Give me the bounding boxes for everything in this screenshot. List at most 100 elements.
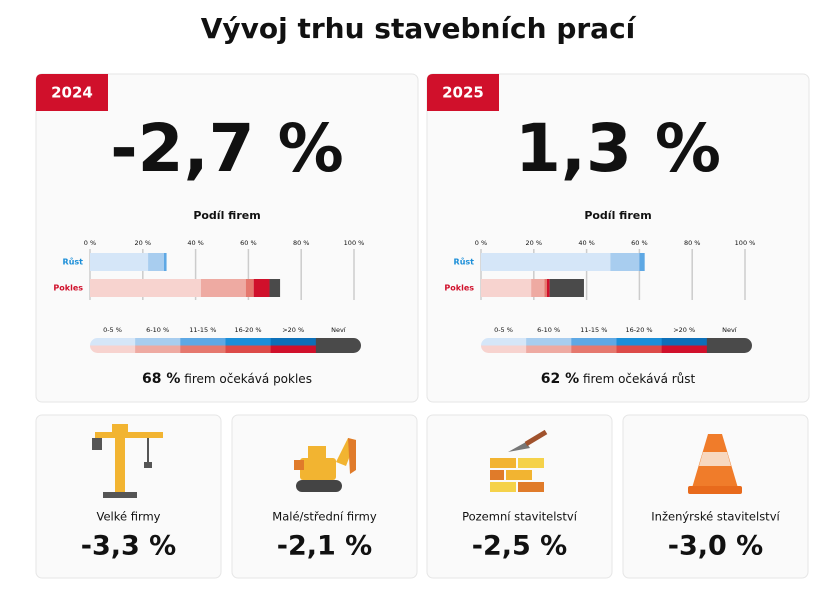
bar-segment [148,253,164,271]
headline: 1,3 % [515,110,721,187]
year-label: 2024 [51,84,93,102]
bar-segment [200,279,246,297]
bricks-icon [490,429,548,492]
card-value: -2,1 % [277,531,373,562]
bar-segment [639,253,645,271]
legend-swatch-top [526,338,572,346]
legend [90,338,361,353]
legend-swatch-top [90,338,136,346]
panel [426,73,810,403]
legend-label: 0-5 % [494,326,513,334]
card-label: Velké firmy [96,510,160,524]
summary-text: firem očekává pokles [184,372,312,386]
x-tick-label: 80 % [684,239,701,247]
x-tick-label: 100 % [735,239,756,247]
legend-label: 11-15 % [580,326,607,334]
bar-segment [531,279,545,297]
legend-swatch-top [481,338,527,346]
summary: 68 % firem očekává pokles [142,371,312,387]
bar-segment [481,279,532,297]
legend-swatch-bottom [270,345,317,353]
excavator-icon [294,438,356,492]
legend-label: Neví [722,326,737,334]
year-label: 2025 [442,84,484,102]
cone-icon [688,434,742,494]
x-tick-label: 40 % [578,239,595,247]
legend-swatch-top [225,338,272,346]
card-label: Inženýrské stavitelství [651,510,780,524]
headline: -2,7 % [110,110,343,187]
legend-label: 6-10 % [146,326,169,334]
legend-swatch-bottom [661,345,708,353]
card-value: -3,3 % [81,531,177,562]
x-tick-label: 20 % [526,239,543,247]
card-label: Malé/střední firmy [272,510,377,524]
year-tab [427,74,499,111]
legend-swatch-top [616,338,663,346]
bar-segment [547,279,550,297]
bar-segment [544,279,547,297]
legend-swatch-top [135,338,181,346]
legend-label: 11-15 % [189,326,216,334]
row-label: Růst [454,257,475,267]
summary-text: firem očekává růst [583,372,696,386]
x-tick-label: 0 % [475,239,487,247]
crane-icon [92,424,163,498]
summary: 62 % firem očekává růst [541,371,696,387]
row-label: Pokles [53,284,83,293]
card [426,414,613,579]
legend-swatch-bottom [481,345,527,353]
legend-swatch-bottom [616,345,663,353]
x-tick-label: 60 % [631,239,648,247]
page-title: Vývoj trhu stavebních prací [201,12,637,45]
bar-segment [90,253,149,271]
panel [35,73,419,403]
legend-swatch-top [706,338,752,346]
legend-swatch-bottom [706,345,752,353]
legend-swatch-bottom [315,345,361,353]
legend-swatch-top [180,338,226,346]
row-label: Růst [63,257,84,267]
legend-label: Neví [331,326,346,334]
legend-swatch-top [661,338,708,346]
bar-segment [269,279,281,297]
card-value: -3,0 % [668,531,764,562]
summary-value: 68 % [142,371,180,387]
bar-segment [253,279,270,297]
legend-swatch-top [315,338,361,346]
legend-swatch-bottom [225,345,272,353]
bar-segment [610,253,640,271]
legend-label: 16-20 % [625,326,652,334]
x-tick-label: 0 % [84,239,96,247]
x-tick-label: 40 % [187,239,204,247]
year-tab [36,74,108,111]
summary-value: 62 % [541,371,579,387]
x-tick-label: 20 % [135,239,152,247]
legend-swatch-bottom [135,345,181,353]
card-label: Pozemní stavitelství [462,510,578,524]
chart-title: Podíl firem [584,209,651,222]
legend-swatch-top [571,338,617,346]
x-tick-label: 60 % [240,239,257,247]
legend-label: 0-5 % [103,326,122,334]
card [622,414,809,579]
legend-swatch-bottom [571,345,617,353]
bar-segment [245,279,254,297]
bar-segment [163,253,167,271]
legend-label: >20 % [282,326,304,334]
bar-segment [549,279,584,297]
bar-segment [90,279,201,297]
legend-swatch-bottom [90,345,136,353]
legend-swatch-bottom [180,345,226,353]
legend-label: 6-10 % [537,326,560,334]
legend-label: >20 % [673,326,695,334]
x-tick-label: 100 % [344,239,365,247]
card-value: -2,5 % [472,531,568,562]
bar-segment [481,253,611,271]
card [231,414,418,579]
legend [481,338,752,353]
legend-label: 16-20 % [234,326,261,334]
legend-swatch-top [270,338,317,346]
legend-swatch-bottom [526,345,572,353]
